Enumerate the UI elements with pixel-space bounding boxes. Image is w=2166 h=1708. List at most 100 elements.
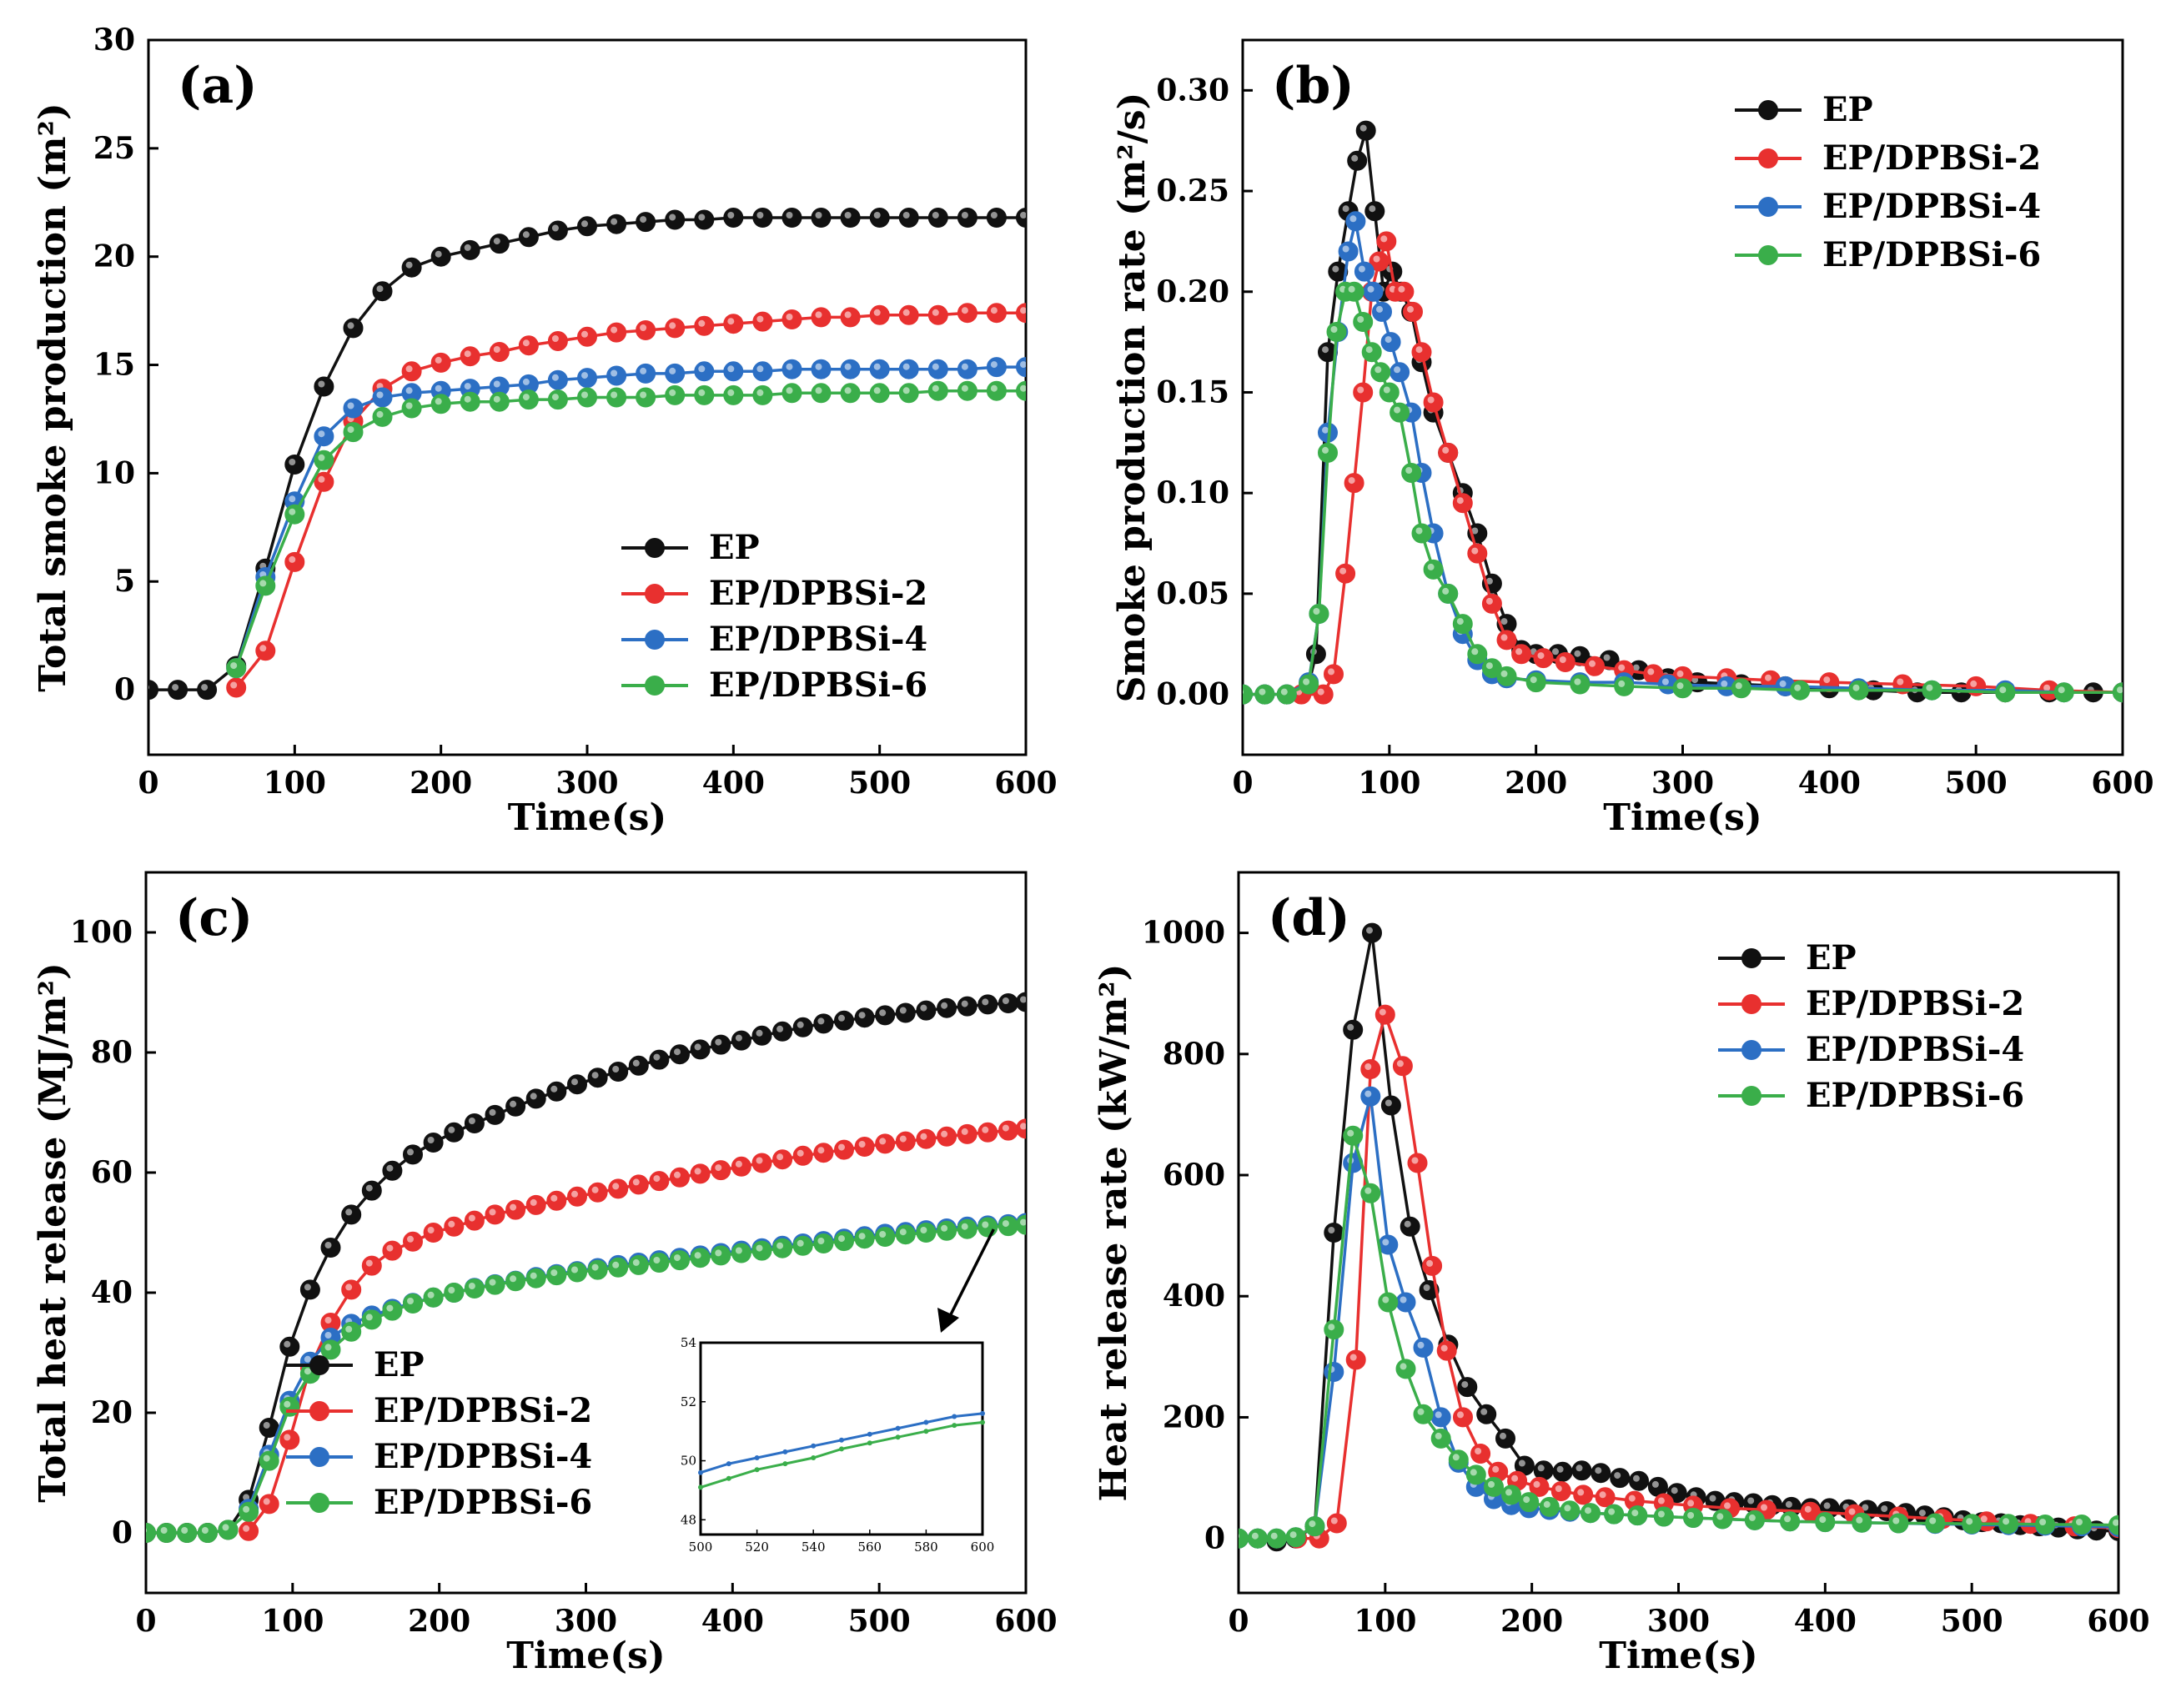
data-point-highlight [581, 220, 588, 228]
inset-y-tick-label: 50 [681, 1454, 696, 1469]
data-point-highlight [1515, 648, 1523, 656]
y-tick-label: 20 [91, 1395, 133, 1430]
data-point [525, 1194, 546, 1215]
data-point-highlight [920, 1227, 927, 1233]
data-point [628, 1254, 649, 1275]
data-point [1610, 1468, 1631, 1489]
data-point-highlight [1518, 1459, 1525, 1467]
inset-data-point [754, 1467, 760, 1473]
data-point-highlight [243, 1505, 250, 1513]
data-point-highlight [1407, 305, 1414, 313]
data-point-highlight [1785, 1500, 1792, 1508]
data-point [1338, 241, 1359, 262]
data-point-highlight [489, 1108, 496, 1116]
data-point-highlight [873, 363, 881, 370]
data-point-highlight [1724, 1502, 1731, 1510]
inset-zoom: 500 520 540 560 580 600 48 50 52 54 [681, 1228, 995, 1555]
data-point-highlight [2003, 1518, 2010, 1525]
data-point [1360, 1059, 1381, 1079]
data-point-highlight [345, 1284, 353, 1291]
data-point-highlight [879, 1138, 887, 1145]
data-point-highlight [435, 250, 442, 258]
data-point-highlight [405, 387, 413, 394]
data-point [489, 391, 510, 412]
data-point [606, 387, 627, 408]
data-point [1922, 680, 1942, 701]
data-point-highlight [2076, 1519, 2083, 1525]
legend: EP EP/DPBSi-2 EP/DPBSi-4 EP/DPBSi-6 [1735, 90, 2041, 274]
data-point-highlight [1779, 680, 1787, 687]
data-point-highlight [1364, 1090, 1372, 1098]
data-point [1276, 684, 1297, 705]
data-point-highlight [230, 681, 238, 689]
data-point [927, 380, 948, 401]
data-point-highlight [551, 335, 559, 342]
data-point-highlight [289, 459, 296, 465]
data-point-highlight [1471, 648, 1479, 656]
data-point-highlight [1471, 527, 1479, 535]
series-ep-dpbsi-4 [1239, 1086, 2118, 1549]
data-point-highlight [1348, 285, 1355, 293]
inset-x-tick-label: 500 [689, 1540, 713, 1555]
data-point [1305, 644, 1326, 665]
data-point-highlight [522, 339, 530, 347]
data-point [898, 208, 919, 228]
data-point [840, 359, 861, 379]
data-point-highlight [844, 387, 852, 394]
data-point-highlight [612, 1261, 620, 1268]
data-point [1360, 1183, 1381, 1203]
data-point-highlight [1500, 670, 1508, 677]
y-axis-label: Heat release rate (kW/m²) [1093, 964, 1135, 1502]
data-point-highlight [2117, 686, 2123, 694]
data-point [1285, 1527, 1306, 1548]
x-tick-label: 0 [138, 766, 158, 801]
data-point-highlight [1233, 1533, 1239, 1540]
data-point [927, 304, 948, 325]
y-tick-label: 1000 [1142, 916, 1225, 951]
data-point [1345, 1349, 1366, 1370]
data-point [547, 369, 568, 390]
data-point [1318, 442, 1338, 463]
data-point [518, 389, 539, 410]
data-point-highlight [653, 1053, 661, 1061]
data-point-highlight [1405, 467, 1413, 474]
data-point-highlight [1631, 1510, 1639, 1517]
inset-data-point [895, 1434, 901, 1440]
data-point [690, 1039, 711, 1060]
data-point [1309, 604, 1329, 624]
data-point [1016, 1214, 1026, 1235]
data-point-highlight [1618, 680, 1626, 687]
legend-label: EP/DPBSi-2 [1822, 138, 2041, 178]
data-point [834, 1231, 854, 1252]
data-point [1627, 1505, 1648, 1526]
data-point-highlight [1398, 285, 1405, 293]
data-point [226, 658, 247, 679]
data-point-highlight [405, 261, 413, 269]
data-point-highlight [1347, 1129, 1354, 1137]
data-point [423, 1133, 444, 1153]
data-point-highlight [464, 383, 471, 390]
data-point-highlight [1608, 1508, 1616, 1515]
data-point [1571, 1460, 1592, 1481]
data-point [1533, 648, 1554, 669]
data-point [1712, 1509, 1733, 1530]
data-point-highlight [982, 998, 989, 1006]
data-point-highlight [1303, 678, 1310, 686]
data-point-highlight [990, 384, 998, 392]
data-point [731, 1156, 751, 1177]
inset-x-tick-label: 600 [971, 1540, 995, 1555]
data-point [1595, 1487, 1616, 1508]
data-point-highlight [318, 380, 325, 388]
data-point [218, 1520, 239, 1540]
legend-label: EP/DPBSi-6 [709, 666, 927, 705]
data-point-highlight [386, 1244, 394, 1252]
data-point-highlight [1456, 618, 1464, 625]
legend-label: EP [1806, 938, 1857, 977]
data-point-highlight [1440, 1344, 1448, 1352]
x-tick-label: 100 [1358, 766, 1420, 801]
data-point-highlight [263, 1498, 270, 1505]
data-point [460, 346, 480, 367]
inset-data-point [839, 1446, 844, 1452]
data-point [813, 1013, 834, 1034]
data-point-highlight [1365, 346, 1373, 354]
